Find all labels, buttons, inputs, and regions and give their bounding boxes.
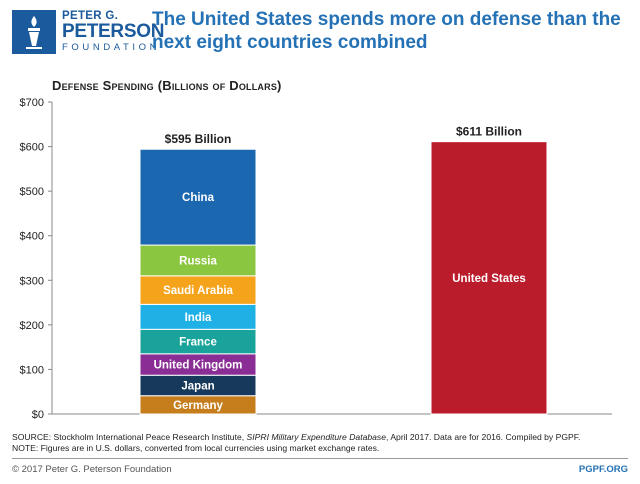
segment-label-japan: Japan (181, 380, 214, 392)
source-note: SOURCE: Stockholm International Peace Re… (12, 432, 632, 454)
note-text: NOTE: Figures are in U.S. dollars, conve… (12, 443, 380, 453)
y-tick-label: $700 (20, 97, 44, 109)
copyright: © 2017 Peter G. Peterson Foundation (12, 464, 172, 475)
foundation-logo: PETER G. PETERSON FOUNDATION (12, 10, 164, 54)
y-tick-label: $500 (20, 186, 44, 198)
logo-line-1: PETER G. (62, 10, 119, 22)
bar-segment-france (139, 328, 257, 355)
y-tick-label: $300 (20, 275, 44, 287)
source-suffix: , April 2017. Data are for 2016. Compile… (386, 432, 581, 442)
bar-segment-saudi-arabia (139, 275, 257, 305)
source-database: SIPRI Military Expenditure Database (246, 432, 387, 442)
segment-label-china: China (182, 192, 215, 204)
segment-label-france: France (179, 337, 217, 349)
bar-segment-united-states (430, 141, 548, 415)
bar-segment-china (139, 148, 257, 246)
footer-divider (12, 458, 628, 459)
y-tick-label: $600 (20, 142, 44, 154)
segment-label-germany: Germany (173, 400, 223, 412)
y-tick-label: $400 (20, 231, 44, 243)
y-tick-label: $100 (20, 364, 44, 376)
logo-line-2: PETERSON (62, 21, 165, 42)
headline: The United States spends more on defense… (152, 9, 621, 53)
logo-line-3: FOUNDATION (62, 42, 161, 53)
segment-label-saudi-arabia: Saudi Arabia (163, 285, 233, 297)
site-link[interactable]: PGPF.ORG (578, 464, 628, 475)
segment-label-india: India (185, 312, 212, 324)
segment-label-russia: Russia (179, 255, 217, 267)
bar-segment-russia (139, 244, 257, 277)
chart-title: Defense Spending (Billions of Dollars) (52, 78, 282, 93)
segment-label-united-states: United States (452, 273, 526, 285)
defense-spending-chart: $0 $100 $200 $300 $400 $500 $600 $700 Germany Jap… (20, 97, 612, 421)
segment-label-united-kingdom: United Kingdom (154, 360, 243, 372)
bar-segment-india (139, 303, 257, 330)
source-prefix: SOURCE: Stockholm International Peace Re… (12, 432, 247, 442)
y-tick-label: $200 (20, 320, 44, 332)
bar-total-label: $595 Billion (165, 132, 232, 146)
bar-total-label: $611 Billion (456, 125, 522, 139)
torch-logo-icon (12, 10, 56, 54)
y-tick-label: $0 (32, 409, 44, 421)
